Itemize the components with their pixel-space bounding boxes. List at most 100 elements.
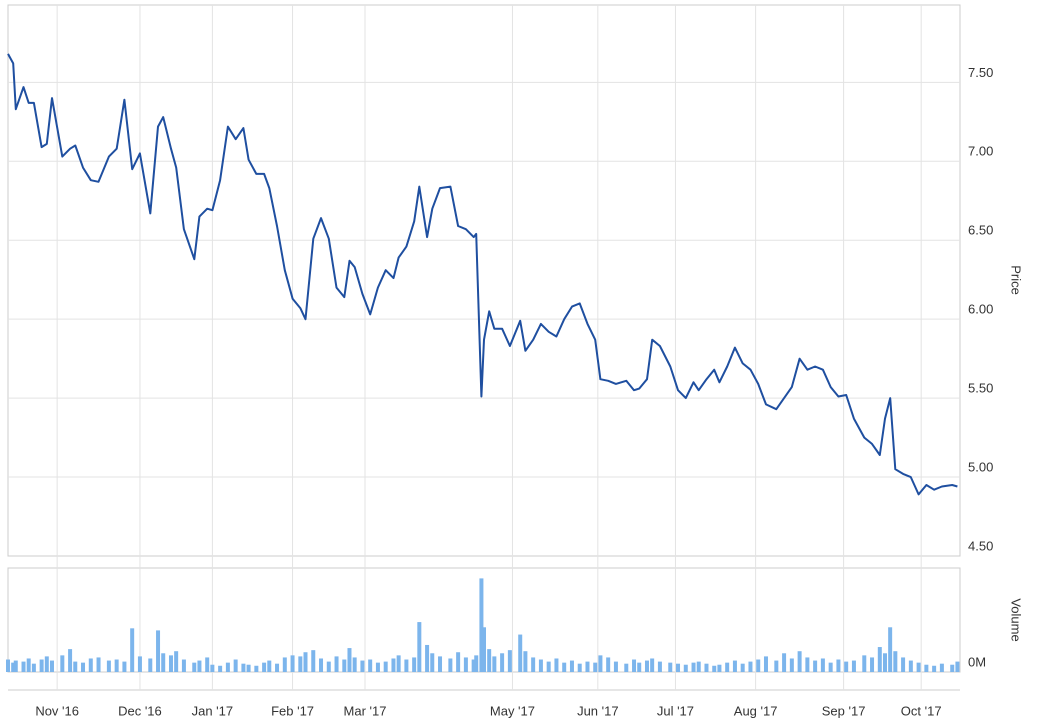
volume-bar — [851, 660, 856, 672]
volume-bar — [161, 653, 166, 672]
volume-bar — [479, 578, 484, 672]
volume-bar — [368, 659, 373, 672]
x-tick-label: Feb '17 — [271, 703, 314, 718]
volume-bar — [482, 627, 486, 672]
volume-bar — [298, 656, 303, 672]
x-tick-label: Jun '17 — [577, 703, 619, 718]
volume-bar — [756, 659, 761, 672]
y-tick-label: 7.00 — [968, 144, 993, 159]
x-tick-label: Aug '17 — [734, 703, 778, 718]
volume-bar — [950, 664, 955, 672]
volume-bar — [676, 663, 681, 672]
volume-bar — [932, 665, 937, 672]
volume-bar — [174, 651, 179, 672]
x-tick-label: Dec '16 — [118, 703, 162, 718]
volume-bar — [820, 658, 825, 672]
volume-bar — [319, 658, 324, 672]
volume-bar — [606, 657, 611, 672]
volume-bar — [644, 660, 649, 672]
volume-bar — [417, 622, 422, 672]
volume-bar — [192, 662, 197, 672]
volume-bar — [844, 661, 849, 672]
volume-bar — [916, 662, 921, 672]
volume-bar — [6, 659, 10, 672]
volume-bar — [396, 655, 401, 672]
volume-bar — [122, 661, 127, 672]
y-tick-label: 5.00 — [968, 459, 993, 474]
volume-bar — [955, 661, 960, 672]
volume-bar — [585, 661, 590, 672]
volume-bar — [21, 661, 26, 672]
volume-bar — [383, 661, 388, 672]
volume-bar — [156, 630, 161, 672]
volume-bar — [412, 657, 417, 672]
volume-bar — [924, 664, 929, 672]
volume-bar — [789, 658, 794, 672]
volume-bar — [740, 663, 745, 672]
volume-bar — [241, 663, 246, 672]
volume-bar — [282, 657, 287, 672]
volume-bar — [763, 656, 768, 672]
volume-bar — [562, 662, 567, 672]
volume-bar — [303, 652, 308, 672]
volume-bar — [430, 653, 435, 672]
volume-bar — [463, 657, 468, 672]
volume-bar — [668, 662, 673, 672]
volume-bar — [96, 657, 101, 672]
volume-bar — [31, 663, 36, 672]
y-tick-label: 6.00 — [968, 302, 993, 317]
volume-bar — [725, 662, 730, 672]
volume-bar — [492, 656, 497, 672]
volume-bar — [683, 664, 688, 672]
volume-bar — [148, 658, 153, 672]
volume-bar — [805, 657, 810, 672]
volume-bar — [732, 660, 737, 672]
volume-bar — [632, 659, 637, 672]
volume-bar — [81, 662, 86, 672]
volume-bar — [598, 655, 603, 672]
volume-bar — [352, 657, 357, 672]
volume-bar — [456, 652, 461, 672]
volume-bar — [893, 651, 898, 672]
volume-bar — [717, 664, 722, 672]
volume-bar — [538, 659, 543, 672]
volume-bar — [39, 659, 44, 672]
volume-bar — [748, 661, 753, 672]
volume-bar — [471, 659, 476, 672]
volume-bar — [637, 662, 642, 672]
volume-bar — [546, 661, 551, 672]
volume-bar — [593, 662, 598, 672]
volume-bar — [49, 660, 54, 672]
volume-bar — [828, 662, 833, 672]
volume-bar — [712, 665, 717, 672]
y2-tick-label: 0M — [968, 654, 986, 669]
x-tick-label: Nov '16 — [35, 703, 79, 718]
price-axis-title: Price — [1009, 265, 1024, 295]
volume-bar — [569, 660, 574, 672]
volume-bar — [624, 663, 629, 672]
volume-bar — [375, 662, 380, 672]
volume-bar — [311, 650, 316, 672]
volume-bar — [500, 653, 505, 672]
volume-bar — [836, 659, 841, 672]
volume-bar — [782, 653, 787, 672]
volume-bar — [181, 659, 186, 672]
volume-bar — [168, 655, 173, 672]
volume-bar — [26, 658, 31, 672]
volume-bar — [888, 627, 893, 672]
volume-bar — [137, 656, 142, 672]
volume-bar — [870, 657, 875, 672]
x-tick-label: Oct '17 — [901, 703, 942, 718]
x-tick-label: Mar '17 — [344, 703, 387, 718]
volume-bar — [210, 664, 215, 672]
volume-bar — [554, 658, 559, 672]
volume-bar — [347, 648, 352, 672]
volume-bar — [334, 656, 339, 672]
volume-bar — [130, 628, 135, 672]
volume-bar — [326, 661, 331, 672]
price-panel — [7, 4, 961, 557]
volume-bar — [342, 659, 347, 672]
volume-bar — [73, 661, 78, 672]
volume-bar — [218, 665, 223, 672]
